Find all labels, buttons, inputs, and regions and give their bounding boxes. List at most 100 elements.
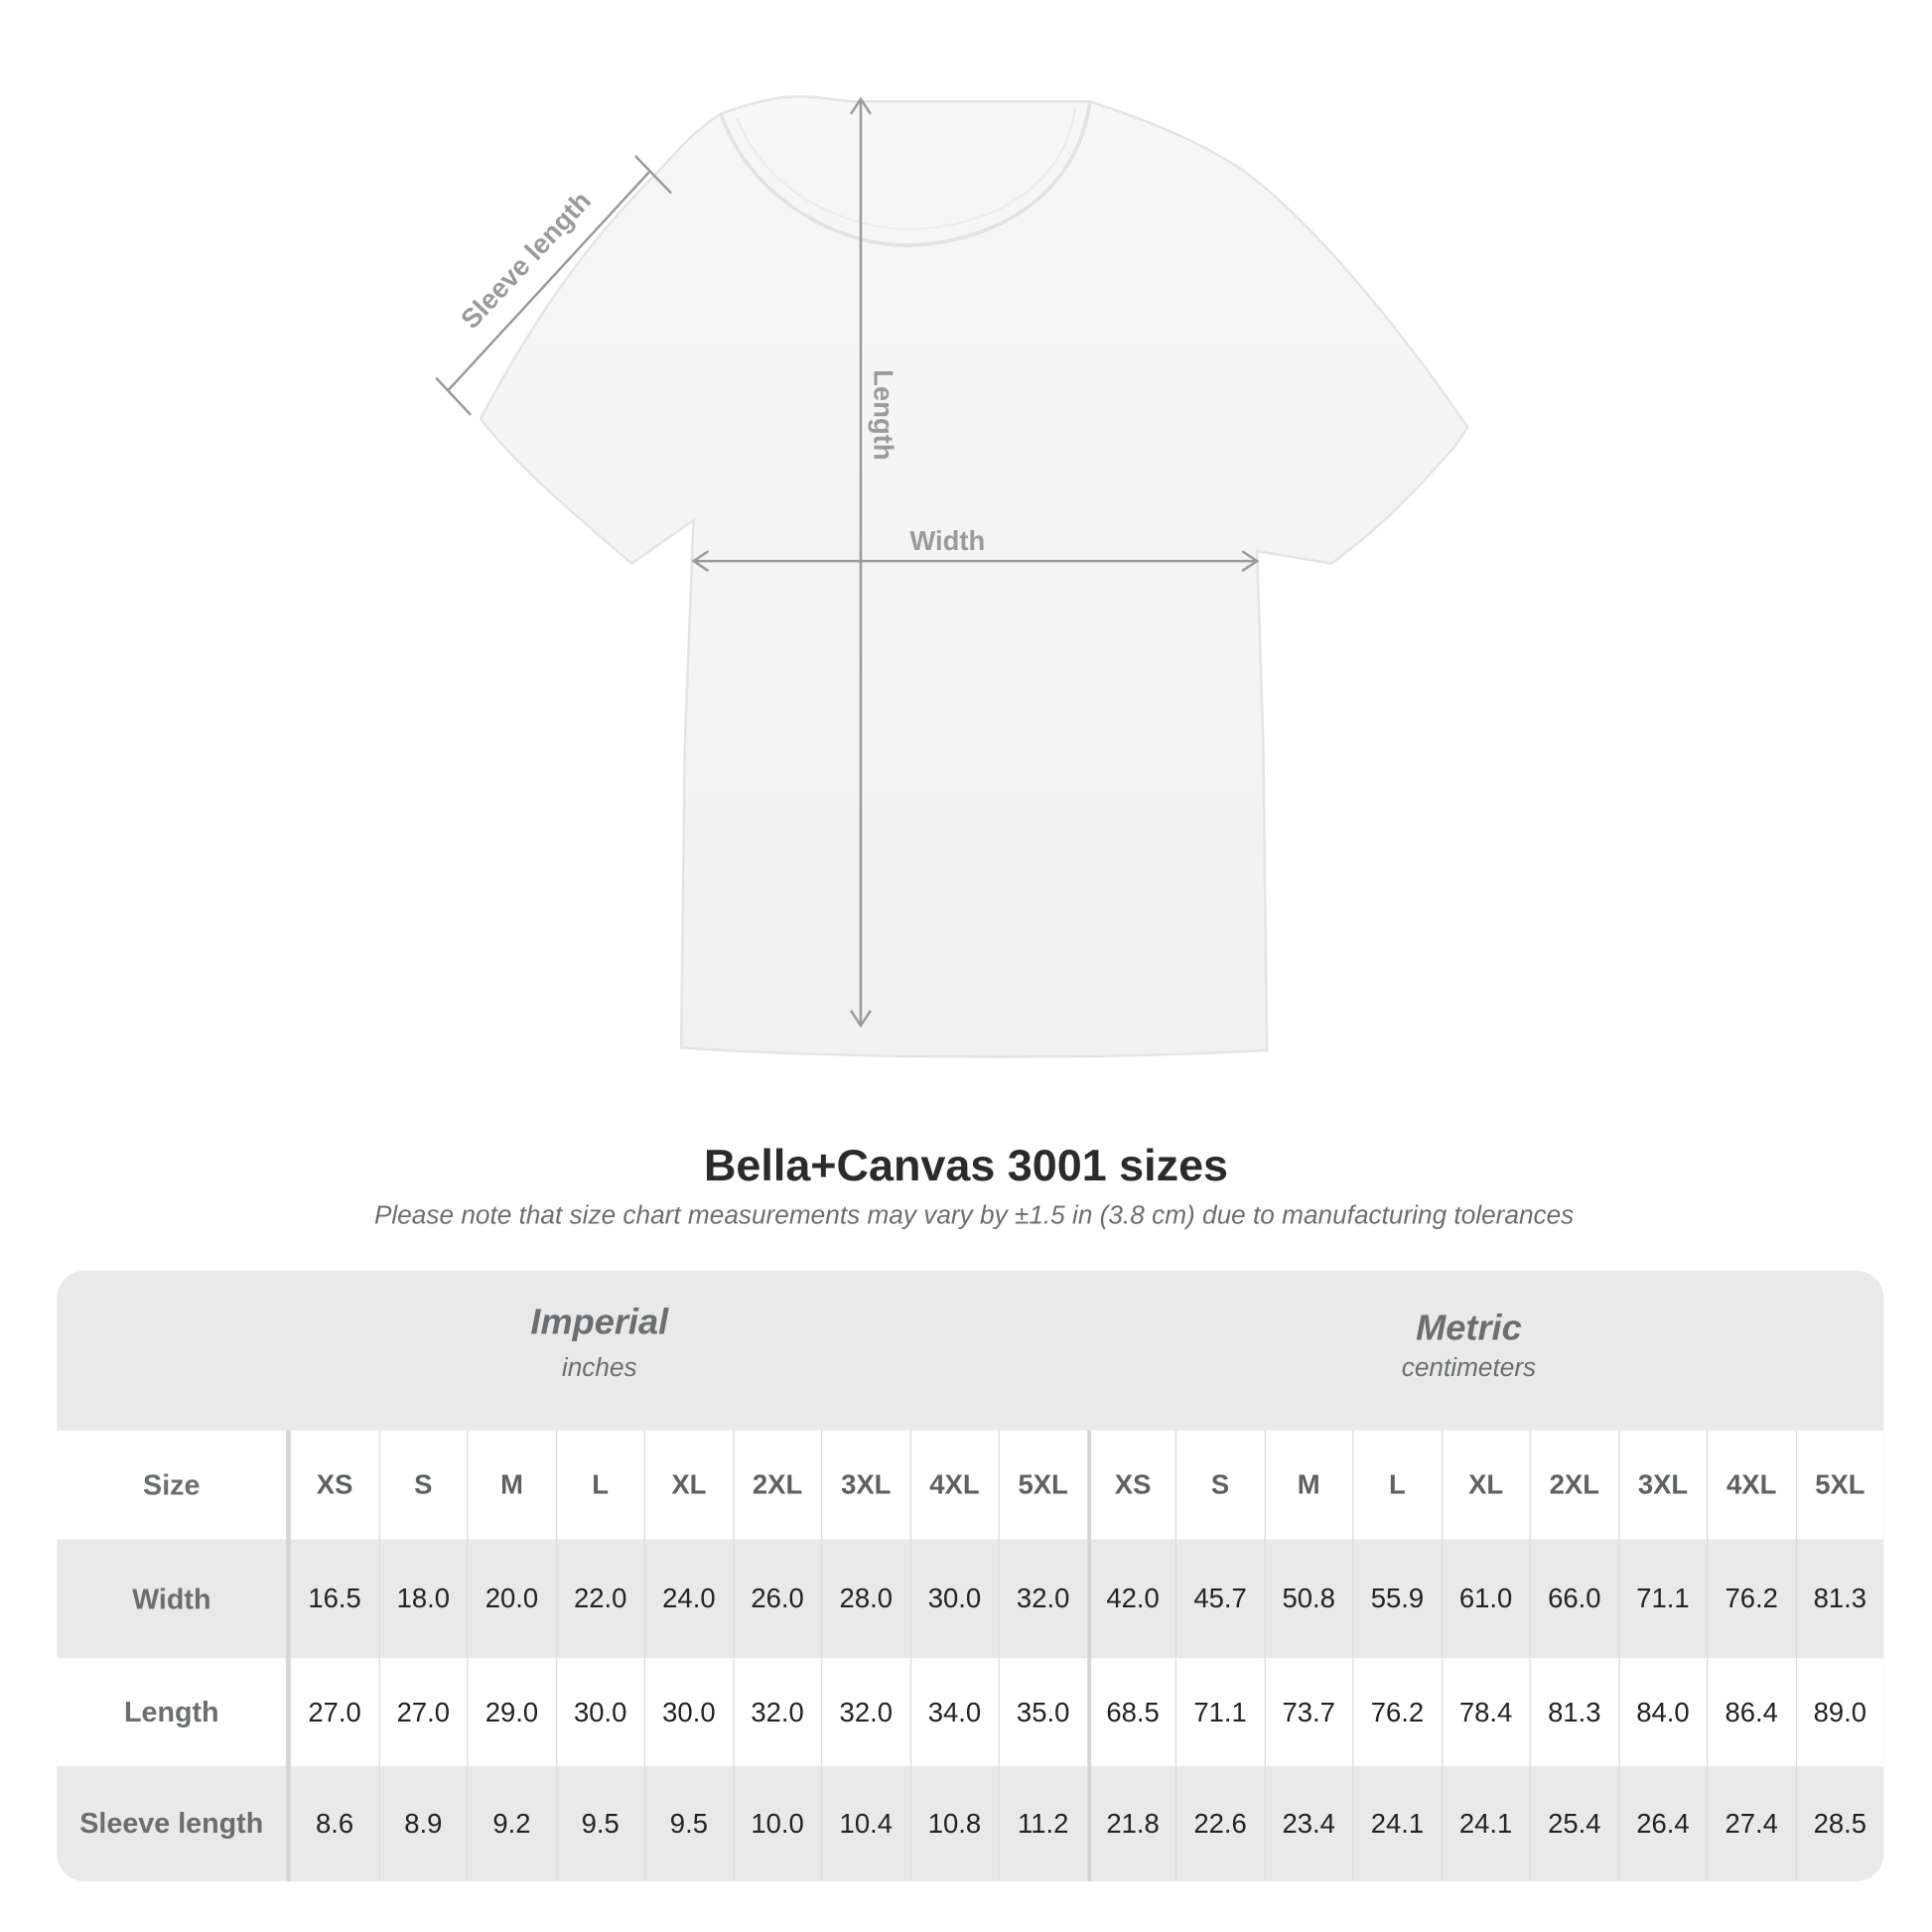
metric-value: 66.0 (1529, 1539, 1618, 1659)
imperial-header: Imperial inches (290, 1303, 909, 1383)
metric-unit: centimeters (1401, 1353, 1537, 1383)
imperial-value: 11.2 (998, 1765, 1086, 1881)
imperial-size-2xl: 2XL (732, 1430, 821, 1540)
metric-value: 22.6 (1174, 1765, 1264, 1881)
metric-value: 26.4 (1617, 1765, 1707, 1881)
metric-header: Metric centimeters (1160, 1310, 1779, 1384)
imperial-value: 30.0 (555, 1658, 643, 1766)
metric-value: 23.4 (1264, 1765, 1352, 1881)
metric-value: 25.4 (1529, 1765, 1618, 1881)
metric-value: 24.1 (1441, 1765, 1529, 1881)
imperial-value: 9.5 (555, 1765, 643, 1881)
imperial-value: 30.0 (643, 1658, 733, 1766)
collar-band (736, 108, 1077, 231)
table-row: Width 16.5 18.0 20.0 22.0 24.0 26.0 28.0 30.0 32.… (57, 1539, 1883, 1659)
imperial-value: 22.0 (555, 1539, 643, 1659)
imperial-value: 29.0 (467, 1658, 555, 1766)
row-label: Sleeve length (57, 1765, 290, 1881)
imperial-size-m: M (467, 1430, 555, 1540)
imperial-value: 18.0 (378, 1539, 467, 1659)
imperial-value: 9.2 (467, 1765, 555, 1881)
imperial-value: 32.0 (732, 1658, 821, 1766)
metric-size-3xl: 3XL (1617, 1430, 1707, 1540)
row-label: Width (57, 1539, 290, 1659)
sleeve-cap-bottom (435, 376, 472, 416)
imperial-value: 16.5 (289, 1539, 378, 1659)
metric-value: 45.7 (1174, 1539, 1264, 1659)
metric-value: 76.2 (1706, 1539, 1795, 1659)
tolerance-note: Please note that size chart measurements… (373, 1201, 1575, 1230)
metric-value: 68.5 (1086, 1658, 1175, 1766)
imperial-size-xs: XS (289, 1430, 378, 1540)
metric-value: 24.1 (1352, 1765, 1441, 1881)
metric-size-2xl: 2XL (1529, 1430, 1618, 1540)
imperial-value: 26.0 (732, 1539, 821, 1659)
imperial-value: 27.0 (289, 1658, 378, 1766)
imperial-unit: inches (561, 1353, 637, 1383)
table-row: Length 27.0 27.0 29.0 30.0 30.0 32.0 32.0 34.0 35… (57, 1658, 1884, 1766)
size-header-label: Size (57, 1430, 290, 1540)
imperial-size-s: S (378, 1430, 467, 1540)
imperial-title: Imperial (530, 1303, 669, 1343)
width-arrowhead-right (1241, 550, 1260, 573)
sleeve-arrow (447, 170, 651, 391)
metric-size-l: L (1352, 1430, 1441, 1540)
length-arrowhead-top (849, 96, 872, 115)
metric-value: 73.7 (1264, 1658, 1352, 1766)
imperial-value: 10.8 (909, 1765, 998, 1881)
table-row: Sleeve length 8.6 8.9 9.2 9.5 9.5 10.0 10.4 10.8… (57, 1765, 1883, 1881)
width-label: Width (909, 525, 985, 556)
metric-value: 84.0 (1617, 1658, 1707, 1766)
metric-value: 27.4 (1706, 1765, 1795, 1881)
metric-title: Metric (1416, 1309, 1522, 1349)
metric-value: 86.4 (1706, 1658, 1795, 1766)
metric-value: 42.0 (1086, 1539, 1175, 1659)
imperial-size-5xl: 5XL (998, 1430, 1086, 1540)
metric-value: 21.8 (1086, 1765, 1175, 1881)
tshirt-image (479, 95, 1469, 1058)
metric-value: 81.3 (1529, 1658, 1618, 1766)
imperial-size-3xl: 3XL (821, 1430, 909, 1540)
imperial-size-l: L (555, 1430, 643, 1540)
imperial-size-xl: XL (643, 1430, 733, 1540)
imperial-value: 28.0 (821, 1539, 909, 1659)
imperial-value: 9.5 (643, 1765, 733, 1881)
collar (719, 101, 1092, 247)
imperial-value: 20.0 (467, 1539, 555, 1659)
metric-size-xs: XS (1086, 1430, 1175, 1540)
imperial-value: 8.6 (289, 1765, 378, 1881)
imperial-value: 10.4 (821, 1765, 909, 1881)
imperial-value: 35.0 (998, 1658, 1086, 1766)
imperial-value: 32.0 (998, 1539, 1086, 1659)
metric-value: 71.1 (1617, 1539, 1707, 1659)
row-label: Length (57, 1658, 290, 1766)
imperial-value: 32.0 (821, 1658, 909, 1766)
metric-size-4xl: 4XL (1706, 1430, 1795, 1540)
metric-value: 50.8 (1264, 1539, 1352, 1659)
metric-value: 28.5 (1795, 1765, 1883, 1881)
imperial-value: 27.0 (378, 1658, 467, 1766)
imperial-size-4xl: 4XL (909, 1430, 998, 1540)
tshirt-diagram: Sleeve length Length Width (435, 95, 1469, 1058)
size-header-row: Size XS S M L XL 2XL 3XL 4XL 5XL XS S M L XL 2XL 3XL 4XL 5… (57, 1430, 1884, 1540)
length-label: Length (869, 369, 899, 460)
length-arrowhead-bottom (849, 1010, 872, 1029)
metric-value: 78.4 (1441, 1658, 1529, 1766)
metric-value: 55.9 (1352, 1539, 1441, 1659)
imperial-value: 10.0 (732, 1765, 821, 1881)
metric-value: 81.3 (1795, 1539, 1883, 1659)
page-title: Bella+Canvas 3001 sizes (703, 1139, 1229, 1190)
metric-size-s: S (1174, 1430, 1264, 1540)
imperial-value: 8.9 (378, 1765, 467, 1881)
metric-value: 89.0 (1795, 1658, 1883, 1766)
metric-size-m: M (1264, 1430, 1352, 1540)
metric-value: 71.1 (1174, 1658, 1264, 1766)
metric-size-xl: XL (1441, 1430, 1529, 1540)
imperial-value: 24.0 (643, 1539, 733, 1659)
size-chart-table: Imperial inches Metric centimeters Size X… (57, 1270, 1884, 1881)
metric-value: 61.0 (1441, 1539, 1529, 1659)
metric-size-5xl: 5XL (1795, 1430, 1883, 1540)
metric-value: 76.2 (1352, 1658, 1441, 1766)
width-arrowhead-left (691, 550, 710, 573)
imperial-value: 34.0 (909, 1658, 998, 1766)
